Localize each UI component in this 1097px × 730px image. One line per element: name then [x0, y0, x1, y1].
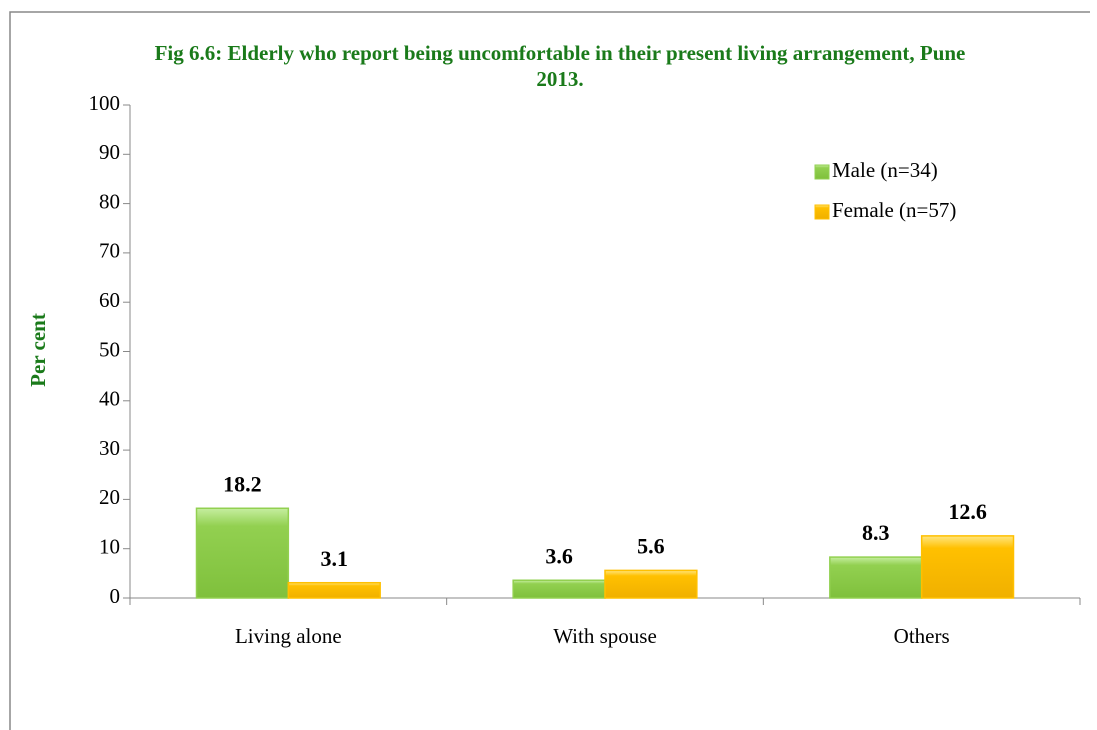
y-tick-label: 10 [99, 535, 120, 559]
bar [829, 556, 923, 599]
y-tick-label: 40 [99, 387, 120, 411]
data-label: 18.2 [223, 471, 262, 496]
y-tick-label: 50 [99, 337, 120, 361]
x-tick-label: Others [894, 624, 950, 648]
x-tick-label: Living alone [235, 624, 342, 648]
bar [920, 535, 1015, 599]
data-label: 3.6 [545, 543, 573, 568]
data-label: 5.6 [637, 533, 665, 558]
y-tick-label: 80 [99, 189, 120, 213]
legend-swatch [814, 164, 830, 180]
y-tick-label: 20 [99, 485, 120, 509]
y-tick-label: 100 [89, 91, 121, 115]
y-tick-label: 60 [99, 288, 120, 312]
x-tick-label: With spouse [553, 624, 657, 648]
legend-label: Female (n=57) [832, 198, 956, 222]
legend-swatch [814, 204, 830, 220]
data-label: 3.1 [321, 546, 349, 571]
data-label: 8.3 [862, 520, 890, 545]
bar [287, 581, 381, 599]
frame [9, 11, 1090, 730]
bar [604, 569, 698, 599]
chart-title: Fig 6.6: Elderly who report being uncomf… [154, 41, 966, 91]
y-tick-label: 70 [99, 239, 120, 263]
y-tick-label: 90 [99, 140, 120, 164]
legend-label: Male (n=34) [832, 158, 938, 182]
y-tick-label: 30 [99, 436, 120, 460]
y-axis-label: Per cent [26, 313, 50, 387]
bar [512, 579, 606, 599]
y-tick-label: 0 [110, 584, 121, 608]
data-label: 12.6 [948, 499, 987, 524]
bar [195, 507, 290, 599]
